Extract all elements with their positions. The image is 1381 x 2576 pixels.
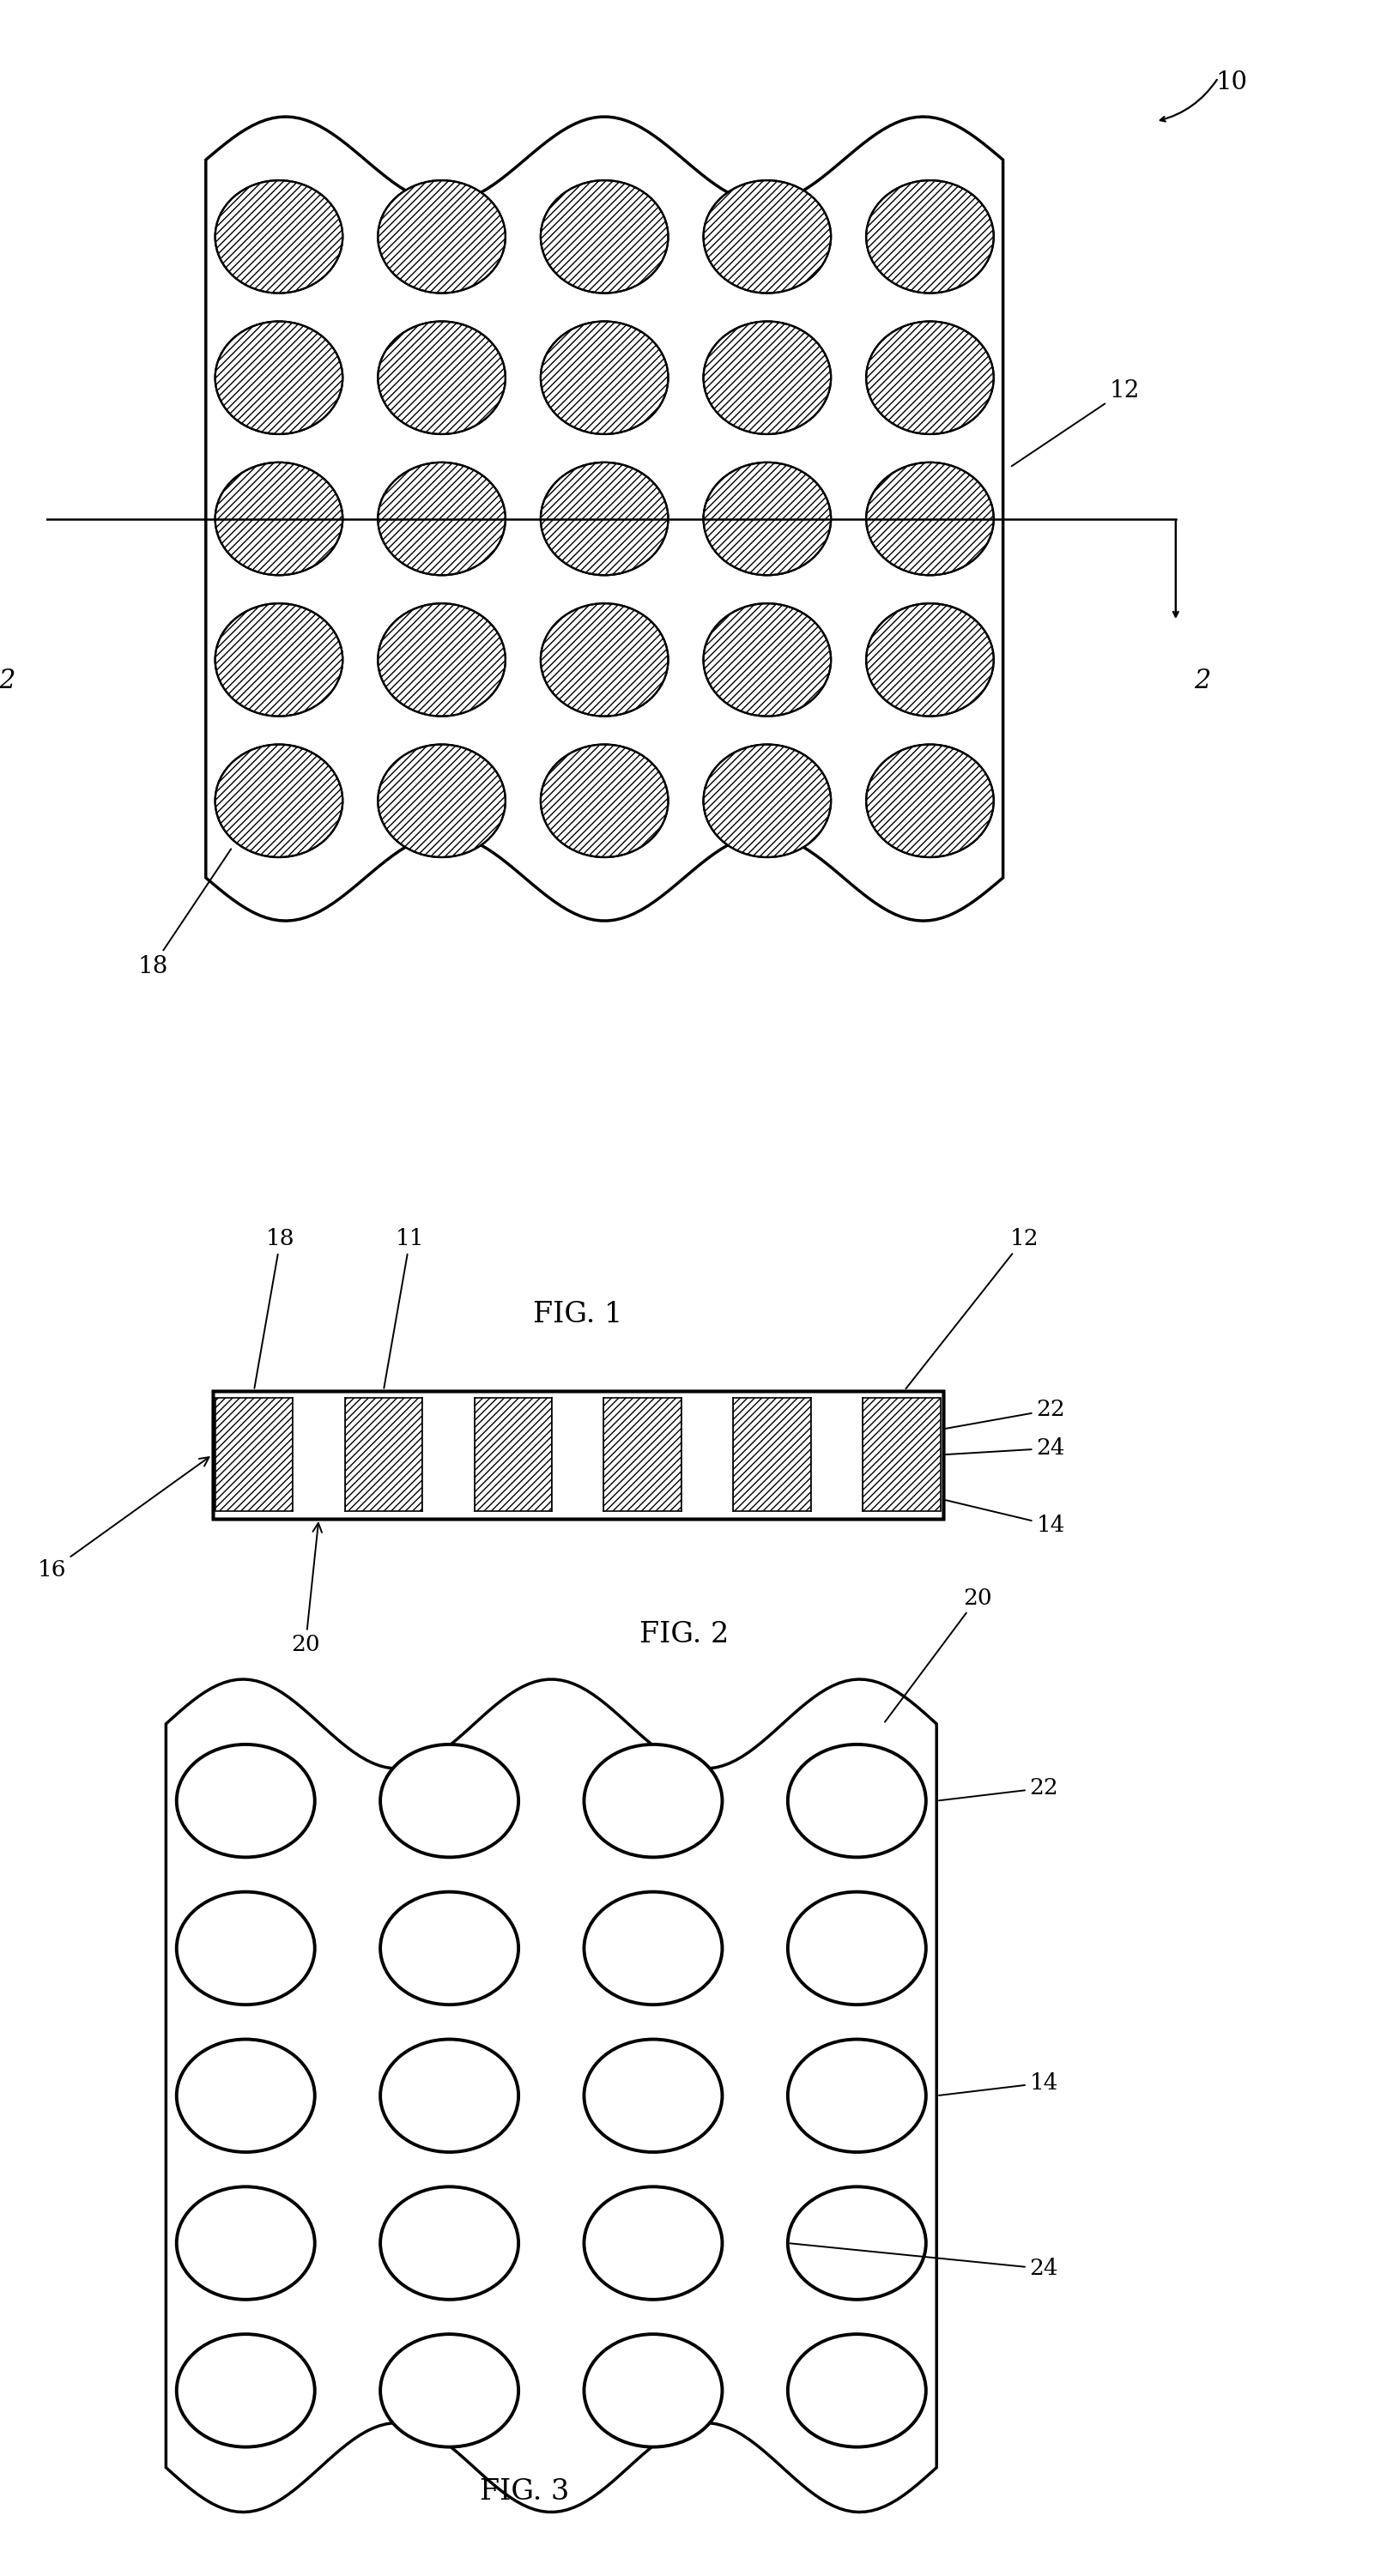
Text: 22: 22: [946, 1399, 1065, 1430]
Ellipse shape: [380, 2334, 518, 2447]
Bar: [733, 1399, 811, 1512]
Ellipse shape: [866, 744, 994, 858]
Ellipse shape: [215, 322, 342, 435]
Ellipse shape: [866, 603, 994, 716]
Bar: [552, 1399, 603, 1512]
Ellipse shape: [215, 461, 342, 574]
Bar: [474, 1399, 552, 1512]
Ellipse shape: [215, 603, 342, 716]
Text: 18: 18: [138, 850, 231, 979]
Text: 10: 10: [1215, 70, 1247, 95]
Ellipse shape: [787, 1891, 925, 2004]
Text: 20: 20: [291, 1522, 322, 1656]
Text: 11: 11: [384, 1229, 424, 1388]
Text: FIG. 3: FIG. 3: [481, 2478, 569, 2506]
Text: FIG. 1: FIG. 1: [533, 1301, 623, 1329]
Bar: [603, 1399, 681, 1512]
Text: FIG. 2: FIG. 2: [639, 1620, 729, 1649]
Ellipse shape: [703, 744, 831, 858]
Bar: [423, 1399, 474, 1512]
Ellipse shape: [378, 744, 505, 858]
Bar: [215, 1399, 293, 1512]
Ellipse shape: [584, 2187, 722, 2300]
Text: 16: 16: [37, 1458, 209, 1582]
Bar: [863, 1399, 940, 1512]
Ellipse shape: [215, 180, 342, 294]
Ellipse shape: [584, 1744, 722, 1857]
Text: 24: 24: [790, 2244, 1058, 2280]
Bar: [863, 1399, 940, 1512]
Ellipse shape: [378, 322, 505, 435]
Bar: [293, 1399, 345, 1512]
Text: 12: 12: [906, 1229, 1039, 1388]
Bar: [215, 1399, 293, 1512]
Ellipse shape: [540, 180, 668, 294]
Ellipse shape: [584, 2334, 722, 2447]
Bar: [345, 1399, 423, 1512]
Ellipse shape: [584, 1891, 722, 2004]
Ellipse shape: [540, 744, 668, 858]
Bar: [811, 1399, 863, 1512]
Ellipse shape: [177, 2040, 315, 2151]
Ellipse shape: [177, 2187, 315, 2300]
Ellipse shape: [380, 2187, 518, 2300]
Ellipse shape: [703, 180, 831, 294]
Ellipse shape: [866, 322, 994, 435]
Ellipse shape: [787, 2187, 925, 2300]
Ellipse shape: [378, 603, 505, 716]
Text: 18: 18: [254, 1229, 296, 1388]
Ellipse shape: [703, 322, 831, 435]
Ellipse shape: [540, 461, 668, 574]
Text: 2: 2: [1195, 667, 1211, 693]
Ellipse shape: [787, 2040, 925, 2151]
Ellipse shape: [177, 2334, 315, 2447]
Ellipse shape: [378, 180, 505, 294]
Bar: [603, 1399, 681, 1512]
Ellipse shape: [540, 322, 668, 435]
Ellipse shape: [540, 603, 668, 716]
Text: 20: 20: [885, 1587, 992, 1721]
Ellipse shape: [787, 1744, 925, 1857]
Ellipse shape: [866, 180, 994, 294]
Ellipse shape: [703, 461, 831, 574]
Text: 22: 22: [939, 1777, 1059, 1801]
Ellipse shape: [177, 1891, 315, 2004]
Bar: [681, 1399, 733, 1512]
Ellipse shape: [584, 2040, 722, 2151]
Ellipse shape: [380, 1744, 518, 1857]
Ellipse shape: [866, 461, 994, 574]
Text: 12: 12: [1012, 379, 1139, 466]
Polygon shape: [206, 116, 1003, 920]
Bar: [213, 1391, 943, 1520]
Text: 2: 2: [0, 667, 15, 693]
Ellipse shape: [177, 1744, 315, 1857]
Bar: [474, 1399, 552, 1512]
Ellipse shape: [380, 1891, 518, 2004]
Ellipse shape: [380, 2040, 518, 2151]
Ellipse shape: [703, 603, 831, 716]
Ellipse shape: [787, 2334, 925, 2447]
Bar: [213, 1391, 943, 1520]
Bar: [345, 1399, 423, 1512]
Ellipse shape: [378, 461, 505, 574]
Bar: [733, 1399, 811, 1512]
Text: 14: 14: [946, 1499, 1065, 1535]
Text: 14: 14: [939, 2071, 1058, 2094]
Polygon shape: [166, 1680, 936, 2512]
Text: 24: 24: [946, 1437, 1065, 1458]
Ellipse shape: [215, 744, 342, 858]
Bar: [213, 1391, 943, 1520]
